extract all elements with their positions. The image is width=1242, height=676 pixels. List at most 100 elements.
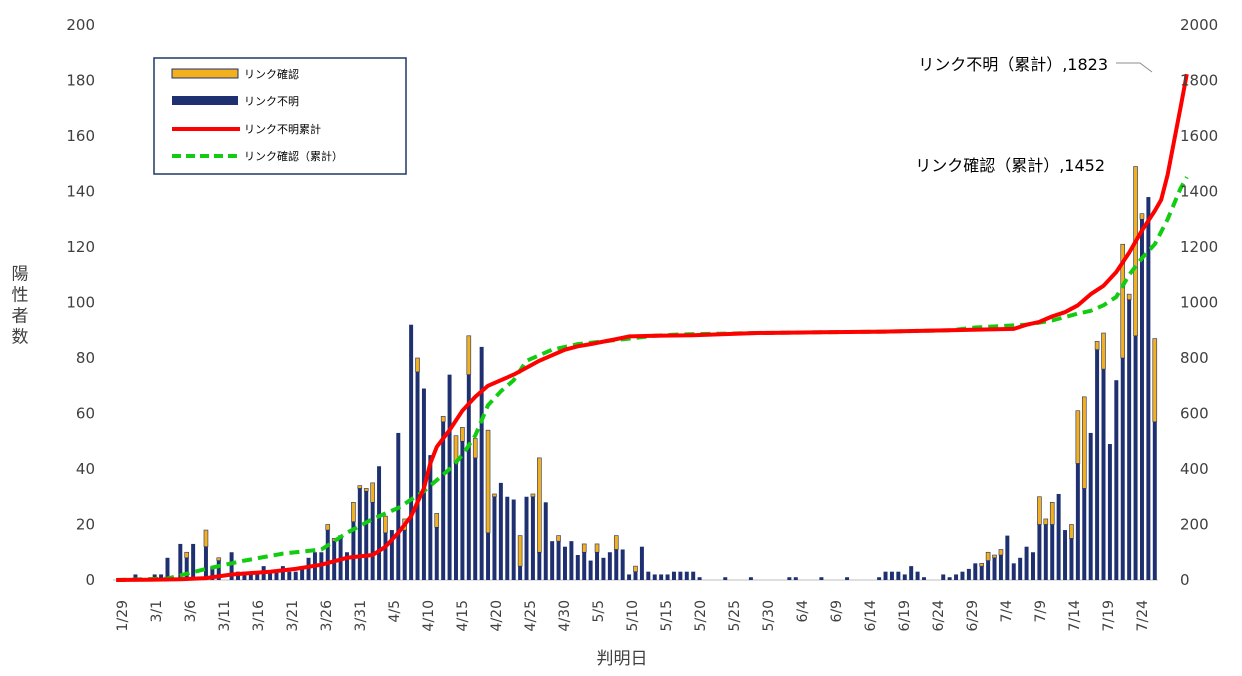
x-tick-label: 6/4 — [795, 600, 811, 623]
bar-unlinked — [550, 541, 555, 580]
bar-linked — [1133, 166, 1138, 337]
bar-unlinked — [1030, 552, 1035, 580]
bar-linked — [613, 535, 619, 550]
bar-unlinked — [1095, 349, 1100, 580]
bar-linked — [633, 565, 638, 572]
bar-unlinked — [280, 566, 285, 580]
bar-unlinked — [639, 546, 644, 580]
bar-linked — [1126, 293, 1132, 301]
annotation-leader-line — [1116, 62, 1153, 73]
x-tick-label: 4/20 — [489, 600, 505, 631]
bar-unlinked — [184, 557, 189, 580]
bar-unlinked — [364, 491, 369, 580]
bar-unlinked — [588, 560, 593, 580]
bar-unlinked — [242, 571, 247, 580]
bar-unlinked — [479, 346, 484, 580]
bar-unlinked — [274, 571, 279, 580]
axes: 0204060801001201401601802000200400600800… — [66, 16, 1218, 631]
bar-unlinked — [992, 557, 997, 580]
x-tick-label: 5/15 — [659, 600, 675, 631]
bar-unlinked — [1120, 358, 1125, 580]
x-tick-label: 4/15 — [455, 600, 471, 631]
x-tick-label: 4/25 — [523, 600, 539, 631]
bar-linked — [537, 457, 542, 553]
x-tick-label: 6/14 — [863, 600, 879, 632]
bar-unlinked — [1069, 538, 1074, 580]
bar-unlinked — [293, 571, 298, 580]
bar-unlinked — [454, 463, 458, 580]
bar-unlinked — [1056, 493, 1061, 580]
bar-unlinked — [306, 557, 311, 580]
bar-unlinked — [473, 457, 478, 580]
bar-unlinked — [1082, 488, 1087, 580]
y-left-tick-label: 100 — [66, 294, 95, 312]
bar-unlinked — [434, 527, 439, 580]
bar-unlinked — [216, 560, 221, 580]
y-right-tick-label: 1400 — [1180, 183, 1218, 201]
x-tick-label: 7/9 — [1033, 600, 1049, 623]
bar-unlinked — [684, 571, 689, 580]
x-tick-label: 6/24 — [931, 600, 947, 632]
legend-swatch-unlinked — [172, 96, 238, 105]
x-tick-label: 6/9 — [829, 600, 845, 623]
bar-unlinked — [575, 555, 580, 580]
bar-linked — [979, 563, 984, 567]
y-axis-title: 陽性者数 — [12, 265, 29, 348]
bar-linked — [357, 485, 363, 489]
bar-linked — [460, 427, 465, 442]
bar-unlinked — [191, 543, 196, 580]
bar-unlinked — [896, 571, 901, 580]
x-tick-label: 5/5 — [591, 600, 607, 623]
bar-linked — [581, 543, 587, 553]
bar-unlinked — [486, 532, 491, 580]
bar-unlinked — [889, 571, 894, 580]
bar-unlinked — [986, 560, 991, 580]
y-left-tick-label: 60 — [76, 405, 95, 423]
bar-unlinked — [556, 541, 561, 580]
bar-linked — [992, 554, 997, 559]
y-left-tick-label: 80 — [76, 349, 95, 367]
bar-unlinked — [518, 566, 523, 580]
legend-swatch-linked — [171, 68, 239, 79]
bar-linked — [1139, 213, 1145, 220]
bar-unlinked — [1011, 563, 1016, 580]
x-tick-label: 7/14 — [1067, 600, 1083, 632]
bar-unlinked — [1146, 197, 1151, 581]
bar-unlinked — [530, 496, 535, 580]
annotation-unlinked-cumulative: リンク不明（累計）,1823 — [918, 55, 1108, 74]
legend-label-linked-cumulative: リンク確認（累計） — [244, 149, 343, 163]
bar-unlinked — [845, 577, 850, 580]
bar-linked — [985, 551, 991, 561]
y-right-tick-label: 0 — [1180, 571, 1190, 589]
y-left-tick-label: 20 — [76, 516, 95, 534]
x-tick-label: 7/19 — [1101, 600, 1117, 631]
bar-unlinked — [569, 541, 574, 580]
y-right-tick-label: 200 — [1180, 516, 1209, 534]
x-tick-label: 6/29 — [965, 600, 981, 631]
bar-unlinked — [966, 568, 971, 580]
bar-unlinked — [659, 574, 664, 580]
bar-unlinked — [1107, 444, 1112, 580]
bar-unlinked — [877, 577, 882, 580]
bar-unlinked — [1024, 546, 1029, 580]
y-left-tick-label: 120 — [66, 238, 95, 256]
bar-linked — [216, 557, 222, 561]
bar-unlinked — [383, 532, 388, 580]
bar-unlinked — [723, 577, 728, 580]
y-axis-title-char: 陽 — [12, 265, 29, 285]
y-right-tick-label: 400 — [1180, 460, 1209, 478]
x-tick-label: 5/25 — [727, 600, 743, 631]
y-right-tick-label: 1000 — [1180, 294, 1218, 312]
y-axis-title-char: 者 — [12, 307, 29, 327]
bar-unlinked — [979, 566, 984, 580]
bar-unlinked — [460, 441, 465, 580]
legend: リンク確認 リンク不明 リンク不明累計 リンク確認（累計） — [153, 57, 407, 175]
bar-unlinked — [133, 574, 138, 580]
bar-linked — [594, 543, 600, 553]
bar-unlinked — [287, 571, 292, 580]
bar-unlinked — [466, 374, 471, 580]
x-tick-label: 5/10 — [625, 600, 641, 631]
x-tick-label: 3/31 — [353, 600, 369, 631]
bar-unlinked — [537, 552, 542, 580]
bar-unlinked — [203, 546, 208, 580]
